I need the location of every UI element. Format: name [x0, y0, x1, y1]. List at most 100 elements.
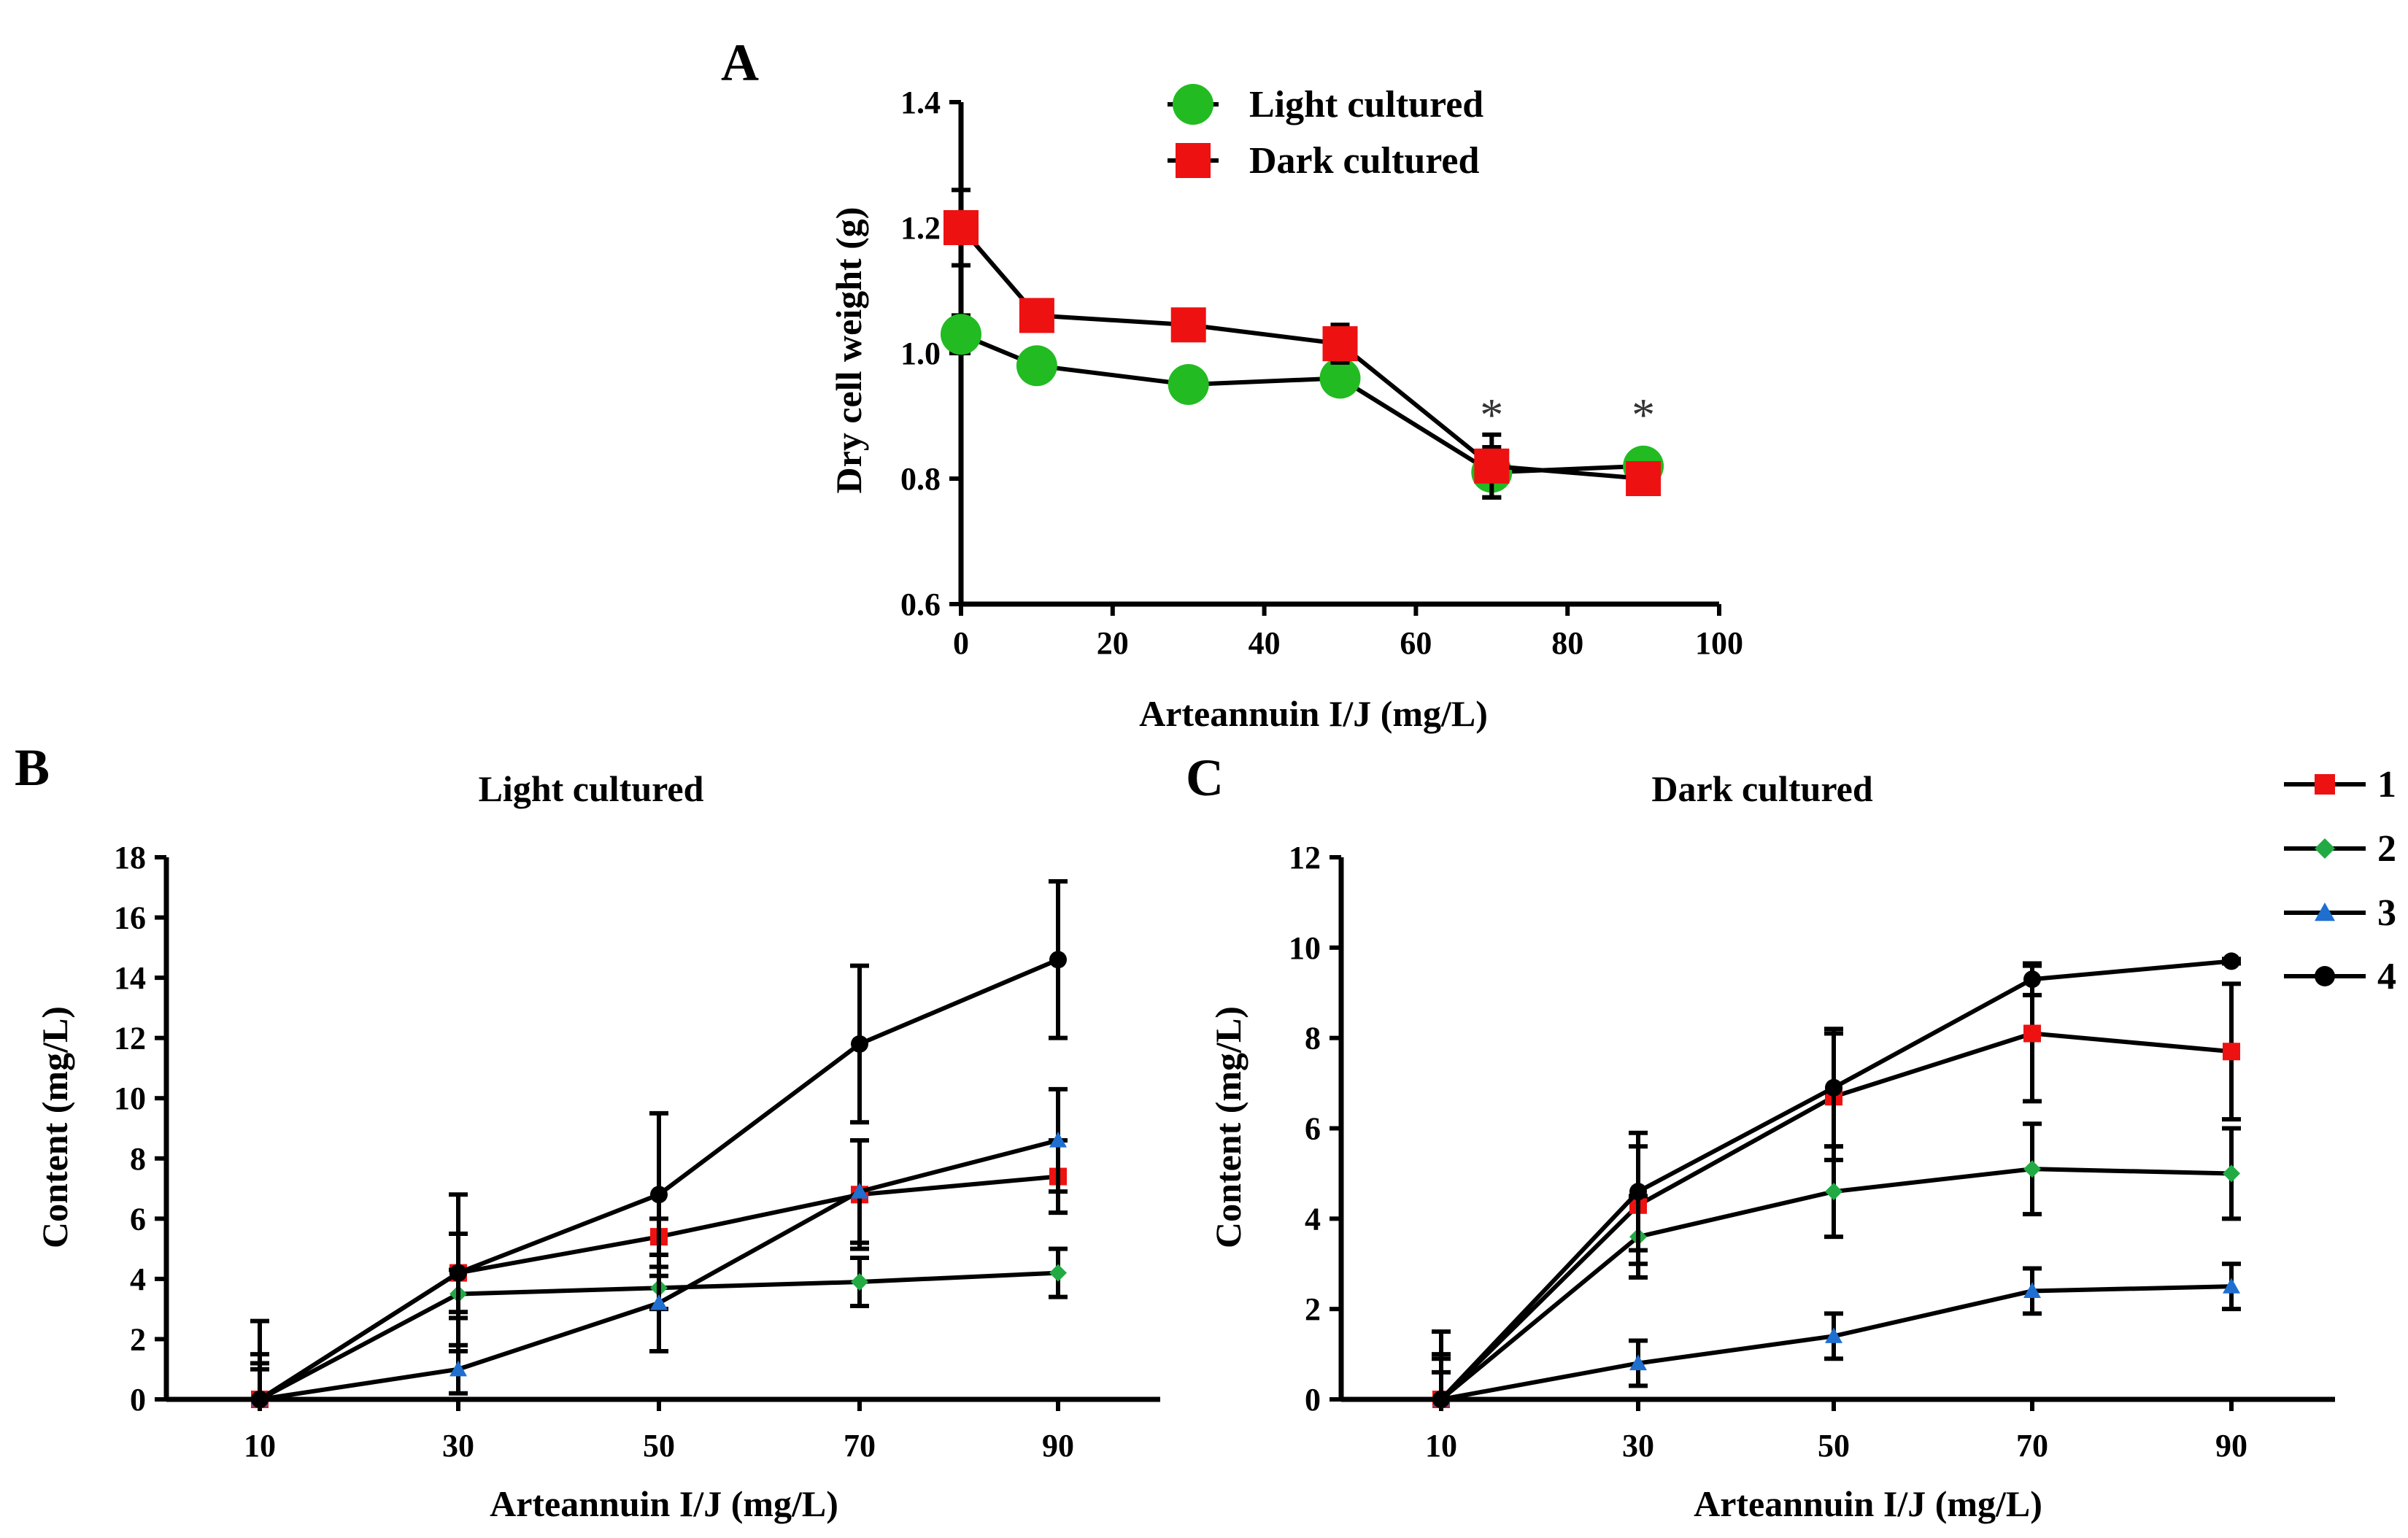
legend-label: 4 — [2377, 956, 2396, 997]
y-tick-label: 0 — [130, 1382, 146, 1418]
x-tick-label: 10 — [244, 1428, 276, 1464]
data-point — [650, 1294, 668, 1310]
y-axis-title: Content (mg/L) — [1208, 1006, 1249, 1248]
legend-marker — [2315, 774, 2335, 795]
y-axis-title: Content (mg/L) — [34, 1006, 75, 1248]
legend-label: Light cultured — [1249, 84, 1483, 125]
x-tick-label: 100 — [1695, 625, 1743, 661]
series-dark-cultured — [943, 188, 1662, 500]
data-point — [449, 1264, 467, 1282]
y-tick-label: 0.6 — [900, 587, 941, 622]
data-point — [2223, 1278, 2240, 1294]
x-tick-label: 50 — [1818, 1428, 1850, 1464]
data-point — [1825, 1183, 1842, 1201]
data-point — [2023, 1160, 2041, 1178]
y-tick-label: 4 — [130, 1261, 146, 1297]
y-tick-label: 2 — [1305, 1291, 1321, 1327]
data-point — [1170, 307, 1206, 343]
y-tick-label: 0 — [1305, 1382, 1321, 1418]
x-axis-title: Arteannuin I/J (mg/L) — [1694, 1483, 2042, 1524]
panel-b: B Light cultured 0 2 4 6 8 10 12 14 16 18 10 30 50 70 90… — [15, 738, 1160, 1524]
x-axis-title: Arteannuin I/J (mg/L) — [1139, 693, 1488, 734]
data-point — [851, 1035, 868, 1053]
data-point — [1049, 1264, 1067, 1282]
data-point — [943, 210, 979, 245]
y-tick-label: 1.2 — [900, 210, 941, 246]
x-tick-label: 90 — [2215, 1428, 2247, 1464]
data-point — [1322, 326, 1358, 362]
y-tick-label: 4 — [1305, 1201, 1321, 1237]
x-axis-title: Arteannuin I/J (mg/L) — [490, 1483, 838, 1524]
panel-letter: B — [15, 738, 50, 797]
data-point — [1049, 1132, 1067, 1148]
panel-title: Dark cultured — [1651, 768, 1872, 809]
panel-a: A 0.6 0.8 1.0 1.2 1.4 0 20 40 60 80 100 Arteannuin I… — [721, 34, 1743, 734]
x-tick-label: 90 — [1042, 1428, 1074, 1464]
panel-letter: C — [1186, 749, 1224, 807]
data-point — [2023, 970, 2041, 989]
legend-marker — [2315, 903, 2335, 921]
data-point — [2223, 952, 2240, 970]
y-tick-label: 8 — [130, 1141, 146, 1177]
y-tick-label: 6 — [1305, 1111, 1321, 1147]
legend-marker — [1173, 84, 1213, 125]
data-point — [1319, 358, 1361, 399]
data-point — [650, 1186, 668, 1204]
data-point — [251, 1391, 269, 1408]
y-tick-label: 16 — [114, 900, 146, 936]
series-4 — [250, 879, 1068, 1408]
data-point — [1825, 1078, 1842, 1097]
x-tick-label: 40 — [1249, 625, 1281, 661]
x-tick-label: 80 — [1551, 625, 1583, 661]
significance-star: * — [1632, 389, 1655, 441]
legend: Light cultured Dark cultured — [1168, 84, 1483, 182]
data-point — [1626, 461, 1662, 496]
data-point — [1474, 448, 1510, 484]
y-tick-label: 1.0 — [900, 336, 941, 371]
x-tick-label: 60 — [1400, 625, 1432, 661]
x-tick-label: 70 — [2016, 1428, 2048, 1464]
y-tick-label: 10 — [1289, 930, 1321, 966]
series-3 — [1432, 1261, 2241, 1407]
y-tick-label: 18 — [114, 840, 146, 876]
series-line — [959, 226, 1644, 481]
data-point — [2223, 1043, 2240, 1061]
x-tick-label: 30 — [442, 1428, 474, 1464]
data-point — [941, 314, 981, 355]
y-tick-label: 0.8 — [900, 461, 941, 497]
panel-letter: A — [721, 34, 759, 92]
x-tick-label: 10 — [1425, 1428, 1457, 1464]
y-tick-label: 1.4 — [900, 85, 941, 120]
y-tick-label: 14 — [114, 960, 146, 996]
series-4 — [1432, 952, 2241, 1408]
x-tick-label: 50 — [643, 1428, 675, 1464]
data-point — [1629, 1183, 1647, 1201]
legend-label: 1 — [2377, 764, 2396, 805]
data-point — [1168, 364, 1209, 405]
x-tick-label: 70 — [844, 1428, 876, 1464]
series-2 — [1432, 1121, 2241, 1408]
x-tick-label: 0 — [953, 625, 969, 661]
legend-marker — [2315, 838, 2335, 859]
x-tick-label: 30 — [1622, 1428, 1654, 1464]
data-point — [449, 1360, 467, 1377]
data-point — [1049, 951, 1067, 969]
y-tick-label: 12 — [1289, 840, 1321, 876]
legend: 1 2 3 4 — [2284, 764, 2396, 997]
y-tick-label: 10 — [114, 1081, 146, 1116]
y-tick-label: 12 — [114, 1021, 146, 1056]
legend-label: 2 — [2377, 828, 2396, 870]
legend-marker — [2315, 966, 2335, 986]
legend-label: 3 — [2377, 892, 2396, 934]
y-tick-label: 8 — [1305, 1021, 1321, 1056]
data-point — [2023, 1024, 2041, 1043]
data-point — [1019, 298, 1054, 333]
data-point — [2223, 1164, 2240, 1183]
significance-star: * — [1480, 389, 1503, 441]
y-tick-label: 2 — [130, 1321, 146, 1357]
y-tick-label: 6 — [130, 1201, 146, 1237]
series-line — [960, 332, 1644, 475]
data-point — [1825, 1327, 1842, 1343]
y-axis-title: Dry cell weight (g) — [828, 207, 869, 494]
